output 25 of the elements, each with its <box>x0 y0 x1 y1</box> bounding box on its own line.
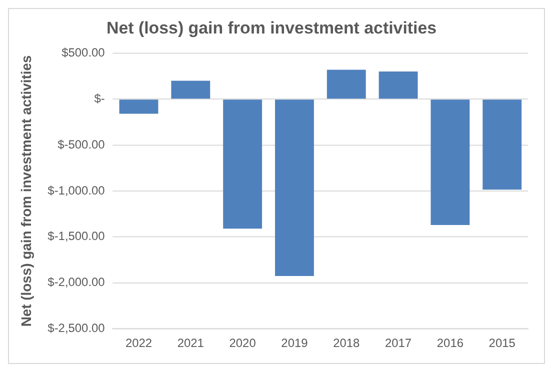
x-tick-label: 2015 <box>488 336 516 350</box>
y-tick-label: $-500.00 <box>58 137 106 152</box>
bar <box>378 72 418 99</box>
y-axis-title: Net (loss) gain from investment activities <box>18 55 34 327</box>
x-tick-label: 2016 <box>436 336 464 350</box>
x-tick-label: 2022 <box>125 336 152 350</box>
bar <box>119 100 158 114</box>
bar <box>275 100 314 276</box>
bar <box>482 100 522 190</box>
x-tick-label: 2017 <box>384 336 412 350</box>
x-tick-label: 2018 <box>333 336 360 350</box>
x-tick-label: 2019 <box>281 336 308 350</box>
x-tick-label: 2020 <box>229 336 256 350</box>
y-tick-label: $-1,000.00 <box>48 183 106 198</box>
y-tick-label: $500.00 <box>62 45 106 60</box>
y-tick-label: $-2,000.00 <box>48 275 106 290</box>
bar <box>326 70 366 99</box>
x-tick-label: 2021 <box>177 336 204 350</box>
y-tick-label: $-2,500.00 <box>48 321 106 336</box>
bar <box>171 80 210 99</box>
bar <box>430 100 470 225</box>
y-tick-label: $- <box>94 91 105 106</box>
y-tick-label: $-1,500.00 <box>48 229 106 244</box>
bar <box>223 100 262 229</box>
chart-title: Net (loss) gain from investment activities <box>106 18 437 38</box>
